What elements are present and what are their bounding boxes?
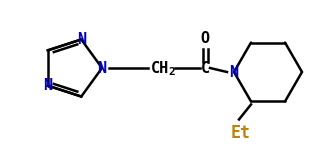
Text: N: N xyxy=(43,78,52,93)
Text: CH: CH xyxy=(151,60,169,75)
Text: C: C xyxy=(201,60,210,75)
Text: 2: 2 xyxy=(169,67,176,77)
Text: N: N xyxy=(98,60,107,75)
Text: N: N xyxy=(229,65,239,80)
Text: O: O xyxy=(201,30,210,45)
Text: N: N xyxy=(77,32,86,47)
Text: Et: Et xyxy=(231,124,251,142)
